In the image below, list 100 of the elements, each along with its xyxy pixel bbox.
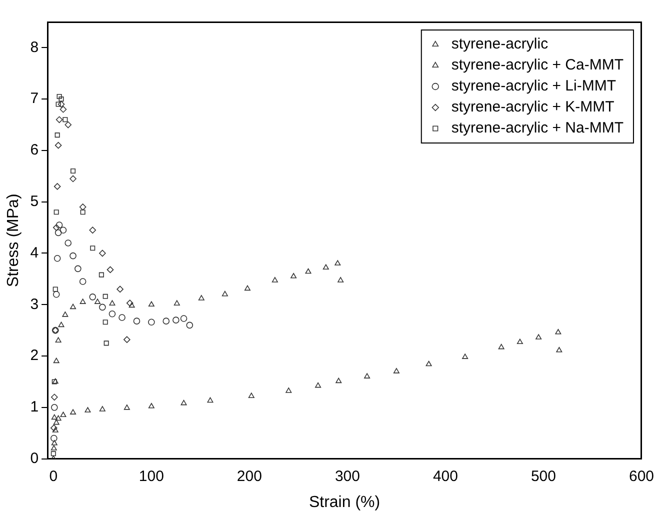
point [52, 286, 58, 292]
point [99, 304, 106, 311]
point [80, 210, 86, 215]
point [148, 301, 154, 307]
legend-label: styrene-acrylic + Na-MMT [451, 120, 624, 137]
point [102, 294, 108, 299]
point [56, 116, 63, 124]
point [90, 246, 96, 251]
x-tick-label: 300 [334, 468, 360, 485]
point [50, 445, 57, 450]
point [54, 229, 62, 236]
point [84, 407, 91, 412]
point [364, 373, 370, 378]
point [315, 382, 322, 388]
point [50, 434, 58, 442]
point [108, 310, 116, 318]
point [74, 265, 82, 272]
point [426, 360, 432, 366]
point [180, 400, 187, 406]
point [54, 132, 60, 138]
y-tick-label: 7 [30, 90, 39, 108]
y-tick-label: 5 [30, 193, 39, 210]
point [109, 300, 116, 306]
point [222, 290, 228, 296]
point [58, 96, 64, 102]
x-tick-label: 0 [49, 468, 58, 485]
point [305, 268, 312, 274]
point [50, 451, 56, 456]
point [89, 226, 96, 234]
point [198, 295, 204, 300]
point [55, 337, 62, 343]
point [98, 272, 104, 278]
y-tick-label: 3 [30, 296, 39, 313]
point [60, 106, 67, 113]
point [58, 100, 65, 108]
point [80, 298, 86, 304]
y-axis-title: Stress (MPa) [5, 194, 22, 288]
point [89, 294, 96, 300]
point [180, 315, 188, 322]
point [162, 318, 170, 324]
point [555, 328, 562, 334]
point [174, 300, 180, 306]
x-tick-label: 200 [236, 468, 262, 485]
point [54, 254, 61, 262]
point [338, 277, 344, 282]
point [70, 252, 76, 260]
point [207, 397, 214, 403]
point [99, 250, 106, 257]
point [124, 336, 130, 343]
y-tick-label: 8 [30, 38, 39, 56]
point [70, 168, 76, 174]
point [94, 298, 101, 304]
point [172, 316, 180, 324]
point [516, 338, 523, 344]
point [272, 277, 278, 282]
point [51, 440, 58, 446]
point [55, 415, 62, 421]
point [126, 300, 134, 306]
point [54, 183, 61, 190]
point [79, 278, 86, 285]
point [56, 102, 61, 107]
point [58, 322, 64, 328]
point [70, 175, 76, 182]
point [70, 304, 76, 310]
point [536, 334, 542, 340]
point [286, 388, 292, 393]
point [56, 222, 63, 228]
x-tick-label: 400 [432, 468, 458, 485]
point [186, 322, 194, 329]
y-tick-label: 4 [30, 244, 39, 262]
point [54, 142, 62, 149]
point [124, 404, 130, 410]
point [462, 354, 468, 359]
point [148, 318, 155, 326]
point [104, 340, 109, 346]
point [52, 427, 58, 432]
point [51, 404, 58, 411]
point [133, 318, 140, 324]
x-tick-label: 500 [530, 468, 556, 485]
point [128, 302, 135, 308]
point [116, 286, 124, 293]
point [54, 210, 59, 215]
point [62, 117, 68, 122]
legend-label: styrene-acrylic + Li-MMT [451, 78, 616, 95]
point [51, 414, 58, 420]
point [70, 409, 76, 414]
y-tick-label: 0 [30, 450, 39, 467]
point [50, 424, 58, 432]
y-tick-label: 6 [30, 142, 39, 159]
x-axis-title: Strain (%) [308, 494, 380, 511]
point [393, 368, 400, 374]
point [52, 290, 60, 298]
point [102, 320, 108, 325]
legend-label: styrene-acrylic + Ca-MMT [451, 56, 624, 74]
legend-label: styrene-acrylic + K-MMT [451, 98, 614, 116]
x-tick-label: 600 [628, 468, 654, 485]
point [53, 419, 60, 425]
point [248, 392, 254, 398]
x-tick-label: 100 [138, 468, 164, 485]
point [118, 314, 126, 321]
